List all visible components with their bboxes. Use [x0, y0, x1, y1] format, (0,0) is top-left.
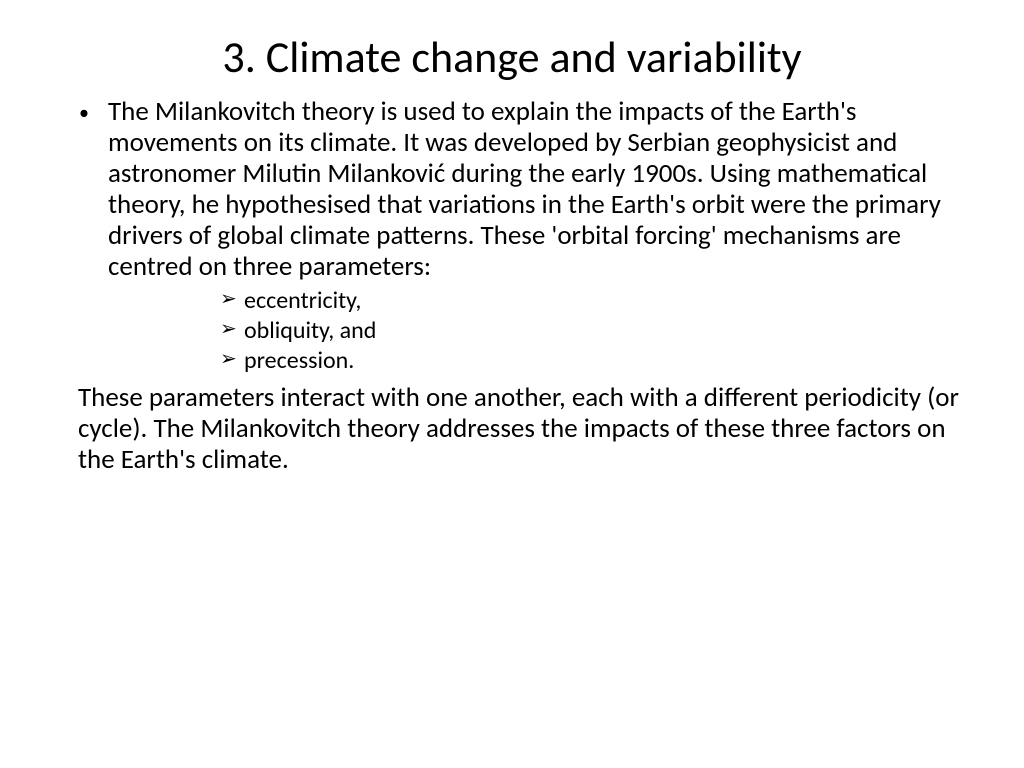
arrow-icon: ➢	[220, 346, 244, 372]
sub-item-label: eccentricity,	[244, 286, 361, 316]
slide-body: • The Milankovitch theory is used to exp…	[60, 96, 964, 475]
sub-item: ➢ precession.	[220, 346, 964, 376]
paragraph-1: The Milankovitch theory is used to expla…	[108, 96, 964, 282]
arrow-icon: ➢	[220, 316, 244, 342]
sub-item-label: obliquity, and	[244, 316, 376, 346]
bullet-item: • The Milankovitch theory is used to exp…	[60, 96, 964, 282]
sub-list: ➢ eccentricity, ➢ obliquity, and ➢ prece…	[220, 286, 964, 376]
paragraph-2: These parameters interact with one anoth…	[78, 382, 964, 475]
slide: 3. Climate change and variability • The …	[0, 0, 1024, 768]
bullet-marker-icon: •	[60, 96, 108, 125]
arrow-icon: ➢	[220, 286, 244, 312]
slide-title: 3. Climate change and variability	[60, 30, 964, 84]
sub-item: ➢ obliquity, and	[220, 316, 964, 346]
sub-item-label: precession.	[244, 346, 354, 376]
sub-item: ➢ eccentricity,	[220, 286, 964, 316]
